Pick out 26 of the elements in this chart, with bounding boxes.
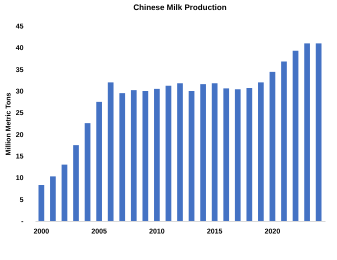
bar <box>119 93 126 221</box>
bar <box>212 83 218 221</box>
bar <box>50 176 56 221</box>
bar <box>130 90 137 221</box>
bar <box>84 123 90 221</box>
bar <box>166 86 172 221</box>
bar <box>234 89 241 221</box>
bar <box>96 102 102 221</box>
bar <box>270 72 276 221</box>
bar <box>223 88 230 221</box>
bar <box>200 84 206 221</box>
bar <box>62 164 68 221</box>
bar <box>108 82 114 221</box>
bar <box>154 88 160 221</box>
bar <box>258 82 264 221</box>
bar <box>292 50 298 221</box>
bar <box>316 43 322 221</box>
bar <box>246 88 252 221</box>
bar <box>142 91 148 221</box>
chart-title: Chinese Milk Production <box>133 3 227 12</box>
bar <box>281 62 287 221</box>
bar <box>177 83 183 221</box>
bar <box>38 185 44 221</box>
bar <box>188 91 194 221</box>
bar <box>73 145 79 221</box>
bar <box>304 43 310 221</box>
